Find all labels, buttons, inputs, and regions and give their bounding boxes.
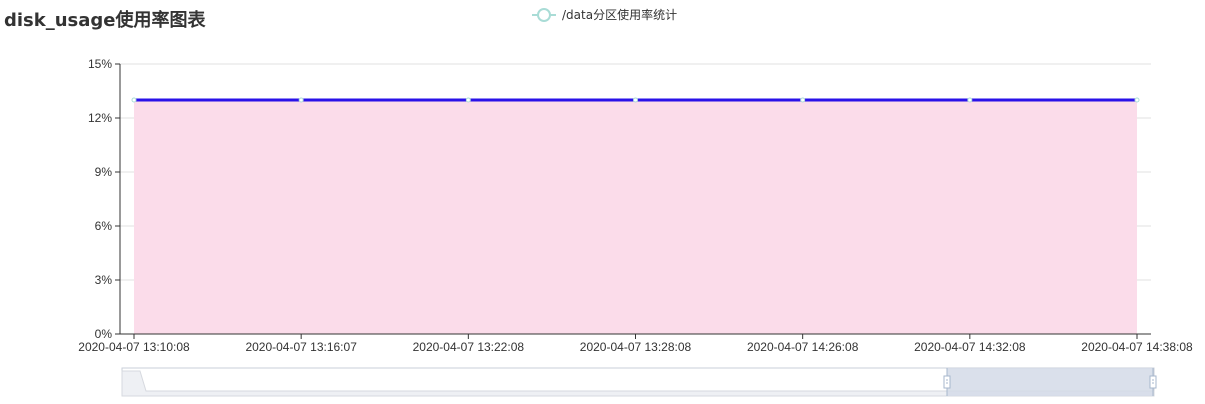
y-tick-label: 3% <box>95 273 113 287</box>
y-tick-label: 6% <box>95 219 113 233</box>
x-tick-label: 2020-04-07 13:28:08 <box>580 340 692 354</box>
data-point[interactable] <box>465 97 471 103</box>
x-tick-label: 2020-04-07 14:26:08 <box>747 340 859 354</box>
data-zoom-slider[interactable] <box>121 367 1157 397</box>
y-tick-label: 9% <box>95 165 113 179</box>
x-tick-label: 2020-04-07 14:32:08 <box>914 340 1026 354</box>
data-point[interactable] <box>131 97 137 103</box>
data-point[interactable] <box>298 97 304 103</box>
legend-label: /data分区使用率统计 <box>562 7 677 22</box>
y-tick-label: 12% <box>88 111 112 125</box>
zoom-window[interactable] <box>947 368 1153 396</box>
plot-area <box>131 97 1140 334</box>
data-point[interactable] <box>633 97 638 103</box>
data-point[interactable] <box>1134 97 1140 103</box>
chart-title: disk_usage使用率图表 <box>4 10 206 31</box>
x-tick-label: 2020-04-07 14:38:08 <box>1081 340 1193 354</box>
zoom-right-handle-icon[interactable] <box>1149 375 1157 389</box>
y-tick-label: 15% <box>88 57 112 71</box>
x-tick-label: 2020-04-07 13:10:08 <box>78 340 190 354</box>
legend[interactable]: /data分区使用率统计 <box>532 7 677 22</box>
x-tick-label: 2020-04-07 13:22:08 <box>413 340 525 354</box>
data-point[interactable] <box>800 97 806 103</box>
axes: 0% 3% 6% 9% 12% 15% 2020-04-07 13:10:08 2020-04… <box>78 57 1193 354</box>
series-area <box>134 100 1137 334</box>
y-tick-label: 0% <box>95 327 113 341</box>
x-tick-label: 2020-04-07 13:16:07 <box>245 340 357 354</box>
data-point[interactable] <box>967 97 973 103</box>
legend-marker-icon <box>537 8 551 22</box>
zoom-left-handle-icon[interactable] <box>943 375 951 389</box>
